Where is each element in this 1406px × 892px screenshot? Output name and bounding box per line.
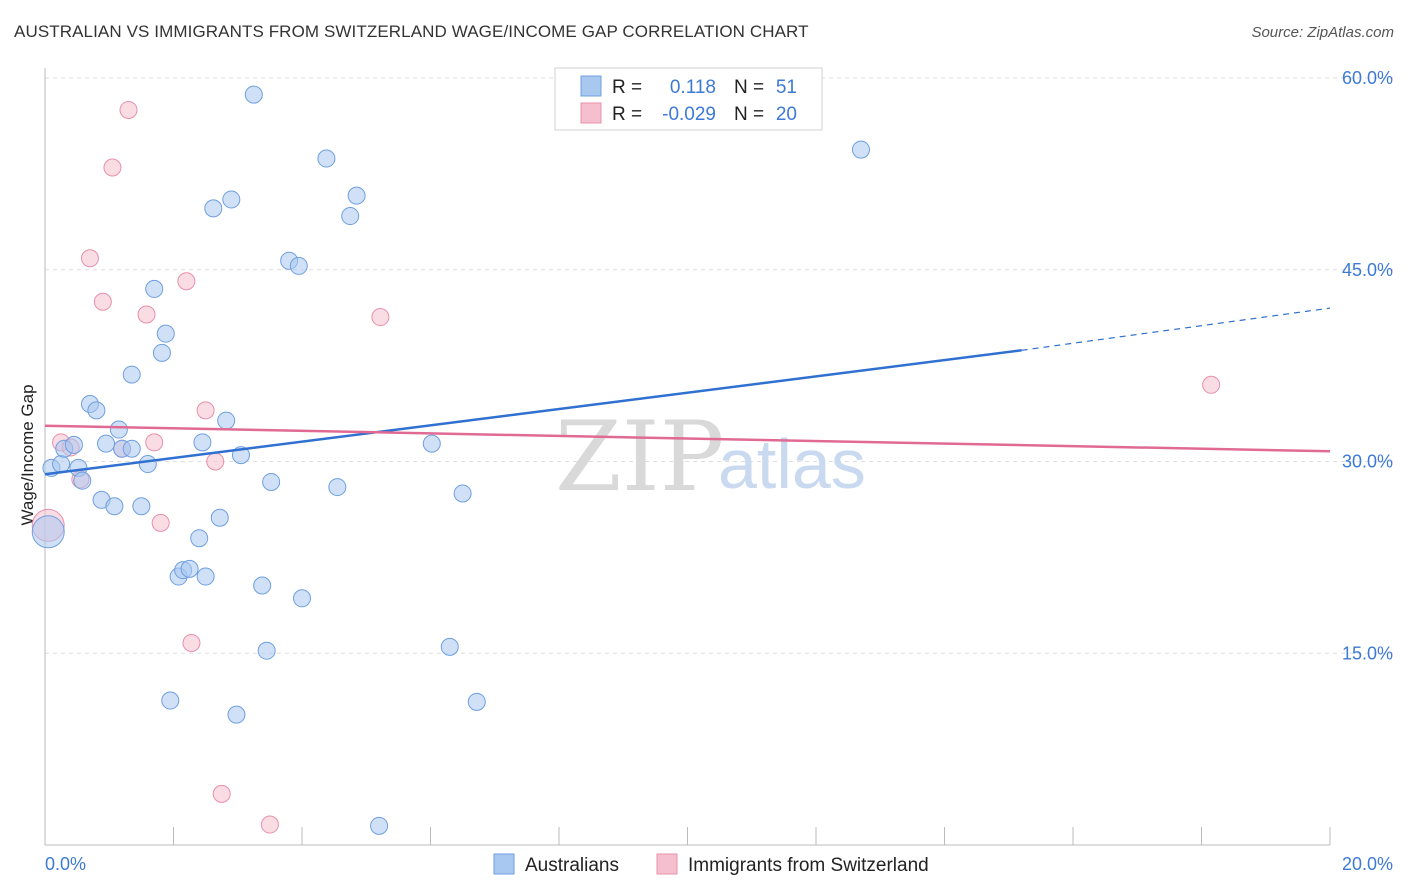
point-australians — [31, 515, 65, 549]
point-australians — [227, 705, 246, 724]
bottom-legend-swatch-immigrants-switzerland — [656, 853, 678, 875]
point-immigrants-switzerland — [137, 305, 156, 324]
point-australians — [222, 190, 241, 209]
point-australians — [105, 497, 124, 516]
series-australians-points — [31, 85, 870, 835]
point-australians — [64, 435, 83, 454]
point-australians — [328, 478, 347, 497]
point-immigrants-switzerland — [93, 292, 112, 311]
y-tick-label-0: 15.0% — [1342, 643, 1393, 663]
legend-swatch-australians — [580, 75, 602, 97]
axes — [44, 68, 1331, 846]
series-legend: Australians Immigrants from Switzerland — [493, 853, 929, 876]
point-immigrants-switzerland — [80, 249, 99, 268]
point-australians — [190, 529, 209, 548]
legend-n-value-1: 51 — [776, 77, 797, 98]
point-australians — [257, 641, 276, 660]
bottom-legend-label-australians: Australians — [525, 855, 619, 876]
point-australians — [467, 692, 486, 711]
point-immigrants-switzerland — [260, 815, 279, 834]
point-immigrants-switzerland — [103, 158, 122, 177]
point-australians — [851, 140, 870, 159]
point-australians — [370, 816, 389, 835]
point-australians — [217, 411, 236, 430]
point-australians — [210, 508, 229, 527]
point-australians — [156, 324, 175, 343]
point-australians — [52, 455, 71, 474]
point-australians — [138, 455, 157, 474]
legend-n-label-1: N = — [734, 77, 764, 98]
point-australians — [73, 471, 92, 490]
point-australians — [244, 85, 263, 104]
point-australians — [341, 207, 360, 226]
point-australians — [317, 149, 336, 168]
trend-line-australians — [44, 349, 1022, 476]
point-australians — [204, 199, 223, 218]
point-australians — [152, 343, 171, 362]
point-australians — [180, 559, 199, 578]
x-tick-labels: 0.0% 20.0% — [45, 854, 1393, 874]
legend-r-value-2: -0.029 — [662, 104, 716, 125]
point-australians — [440, 637, 459, 656]
point-immigrants-switzerland — [182, 634, 201, 653]
point-immigrants-switzerland — [196, 401, 215, 420]
point-immigrants-switzerland — [371, 308, 390, 327]
y-axis-label: Wage/Income Gap — [18, 384, 37, 525]
y-tick-labels: 15.0% 30.0% 45.0% 60.0% — [1342, 68, 1393, 663]
point-australians — [289, 256, 308, 275]
point-australians — [253, 576, 272, 595]
x-tick-label-1: 20.0% — [1342, 854, 1393, 874]
legend-r-label-2: R = — [612, 104, 642, 125]
point-australians — [161, 691, 180, 710]
legend-swatch-immigrants-switzerland — [580, 102, 602, 124]
point-australians — [453, 484, 472, 503]
point-immigrants-switzerland — [151, 513, 170, 532]
point-australians — [97, 434, 116, 453]
watermark-zip: ZIP — [555, 401, 724, 513]
bottom-legend-label-immigrants-switzerland: Immigrants from Switzerland — [688, 855, 929, 876]
chart-title: AUSTRALIAN VS IMMIGRANTS FROM SWITZERLAN… — [14, 22, 809, 41]
point-australians — [347, 186, 366, 205]
point-australians — [293, 589, 311, 608]
point-immigrants-switzerland — [206, 452, 225, 471]
correlation-legend: R = 0.118 N = 51 R = -0.029 N = 20 — [554, 67, 823, 131]
trend-line-immigrants-switzerland — [44, 424, 1331, 453]
legend-n-value-2: 20 — [776, 104, 797, 125]
point-australians — [145, 279, 164, 298]
point-immigrants-switzerland — [177, 272, 196, 291]
point-australians — [193, 433, 212, 452]
point-australians — [262, 472, 281, 491]
point-australians — [87, 401, 106, 420]
watermark-atlas: atlas — [718, 425, 866, 503]
bottom-legend-swatch-australians — [493, 853, 515, 875]
legend-n-label-2: N = — [734, 104, 764, 125]
y-tick-label-2: 45.0% — [1342, 260, 1393, 280]
trend-lines — [44, 307, 1331, 476]
point-australians — [109, 420, 128, 439]
point-australians — [196, 567, 215, 586]
legend-r-label-1: R = — [612, 77, 642, 98]
point-immigrants-switzerland — [119, 100, 138, 119]
source-credit: Source: ZipAtlas.com — [1251, 24, 1394, 41]
legend-r-value-1: 0.118 — [670, 77, 716, 98]
point-australians — [132, 497, 151, 516]
point-immigrants-switzerland — [1202, 375, 1221, 394]
point-australians — [122, 439, 141, 458]
watermark: ZIP atlas — [555, 401, 866, 513]
y-tick-label-3: 60.0% — [1342, 68, 1393, 88]
x-tick-label-0: 0.0% — [45, 854, 86, 874]
point-australians — [422, 434, 441, 453]
point-immigrants-switzerland — [212, 784, 231, 803]
point-immigrants-switzerland — [145, 433, 164, 452]
trend-line-australians-extrapolated — [1021, 307, 1331, 351]
gridlines — [45, 77, 1395, 654]
y-tick-label-1: 30.0% — [1342, 452, 1393, 472]
point-australians — [122, 365, 141, 384]
